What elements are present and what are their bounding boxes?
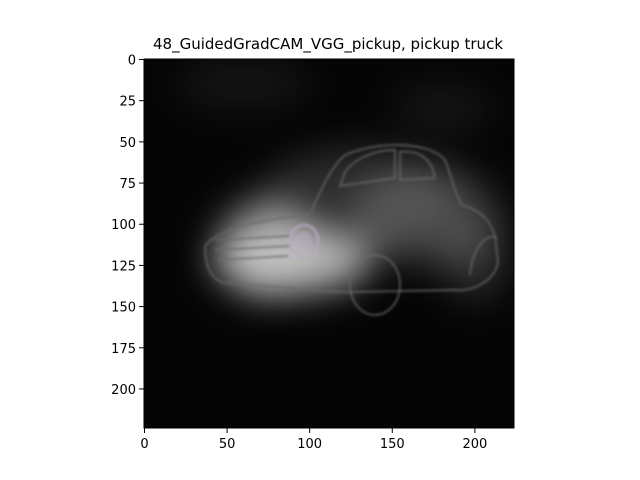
y-axis: 0 25 50 75 100 125 150 175 200 <box>111 54 144 398</box>
rear-wheel-outline <box>469 236 498 276</box>
front-wheel-outline <box>349 254 401 316</box>
y-tick-label: 0 <box>128 54 136 69</box>
car-body-outline <box>204 144 499 293</box>
x-tick-label: 100 <box>297 437 322 452</box>
car-window-outline <box>338 149 396 187</box>
x-tick-label: 200 <box>462 437 487 452</box>
y-tick-label: 200 <box>111 383 136 398</box>
x-tick-label: 150 <box>380 437 405 452</box>
x-tick-label: 50 <box>219 437 236 452</box>
heat-spot-5 <box>177 59 310 109</box>
y-tick-label: 125 <box>111 259 136 274</box>
heatmap-area <box>144 59 514 428</box>
grille-outline <box>214 235 291 261</box>
heat-spot-3 <box>259 149 458 249</box>
y-tick-label: 75 <box>119 177 136 192</box>
y-tick-label: 50 <box>119 136 136 151</box>
car-silhouette <box>204 144 499 316</box>
headlight-ring <box>289 224 319 258</box>
headlight-core <box>296 231 312 251</box>
y-tick-label: 100 <box>111 218 136 233</box>
y-tick-label: 150 <box>111 301 136 316</box>
plot-frame <box>143 58 515 429</box>
y-tick-label: 175 <box>111 342 136 357</box>
x-tick-label: 0 <box>140 437 148 452</box>
headlight-emblem <box>289 224 319 258</box>
y-tick-label: 25 <box>119 95 136 110</box>
chart-title: 48_GuidedGradCAM_VGG_pickup, pickup truc… <box>153 35 503 54</box>
car-rear-window-outline <box>399 151 436 181</box>
x-axis: 0 50 100 150 200 <box>140 428 487 452</box>
heat-spot-6 <box>391 83 491 134</box>
